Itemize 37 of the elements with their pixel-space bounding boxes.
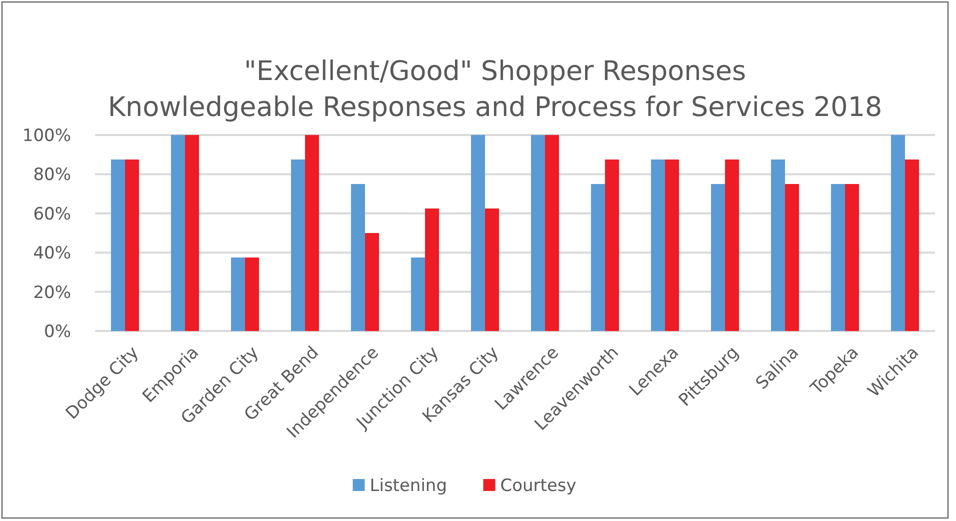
bar	[531, 135, 545, 331]
y-tick-label: 20%	[33, 282, 71, 303]
y-tick-label: 0%	[44, 322, 71, 342]
bar	[711, 184, 725, 331]
bar	[185, 135, 199, 331]
bar	[831, 184, 845, 331]
bar	[651, 160, 665, 331]
bar	[771, 160, 785, 331]
bar	[485, 208, 499, 331]
chart-title: "Excellent/Good" Shopper Responses Knowledgeable Responses and Process for Services 2018	[108, 56, 882, 123]
bar	[785, 184, 799, 331]
bar	[231, 258, 245, 331]
bar	[125, 160, 139, 331]
bar	[591, 184, 605, 331]
legend-label: Courtesy	[500, 476, 576, 496]
legend-label: Listening	[370, 476, 447, 496]
bar	[171, 135, 185, 331]
bar	[245, 258, 259, 331]
bar	[471, 135, 485, 331]
bar	[605, 160, 619, 331]
bar	[291, 160, 305, 331]
bar	[365, 233, 379, 331]
bar	[305, 135, 319, 331]
bar	[111, 160, 125, 331]
bar	[845, 184, 859, 331]
bar	[725, 160, 739, 331]
y-tick-label: 100%	[22, 126, 71, 146]
bar	[665, 160, 679, 331]
bar	[351, 184, 365, 331]
y-tick-label: 60%	[33, 204, 71, 224]
y-tick-label: 80%	[33, 165, 71, 186]
y-tick-label: 40%	[33, 244, 71, 264]
bar	[425, 208, 439, 331]
bar	[905, 160, 919, 331]
bar	[891, 135, 905, 331]
bar	[545, 135, 559, 331]
bar	[411, 258, 425, 331]
